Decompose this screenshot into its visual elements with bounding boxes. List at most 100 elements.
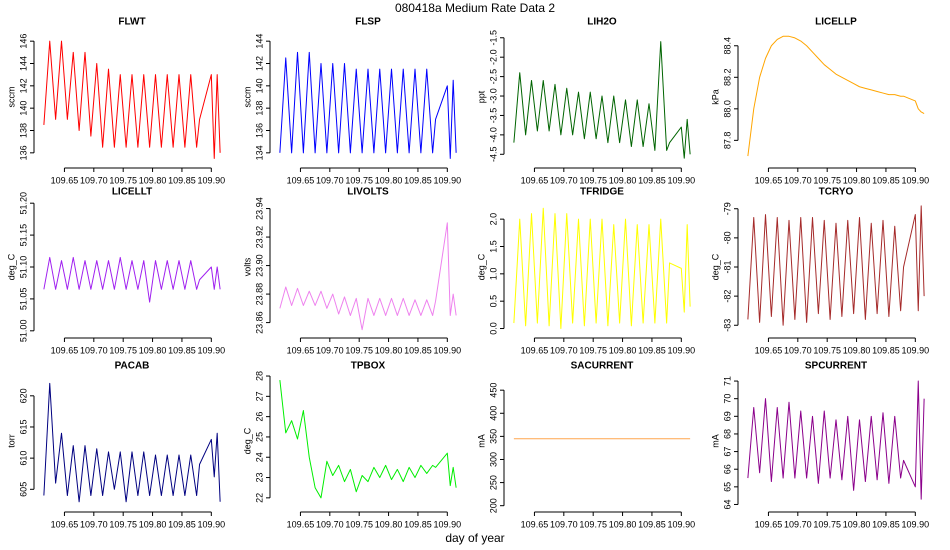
y-tick-label: 140 [18, 101, 28, 116]
y-tick-label: 23.92 [254, 226, 264, 249]
series-line [513, 207, 691, 330]
y-tick-label: 138 [18, 123, 28, 138]
y-tick-label: -2.0 [488, 49, 498, 65]
x-tick-label: 109.90 [902, 519, 930, 529]
x-tick-label: 109.65 [521, 345, 549, 355]
x-tick-label: 109.65 [521, 519, 549, 529]
x-tick-label: 109.75 [109, 345, 137, 355]
x-tick-label: 109.65 [755, 519, 783, 529]
x-tick-label: 109.85 [638, 175, 666, 185]
series-line [43, 256, 221, 303]
y-axis-label: deg_C [242, 427, 252, 454]
y-tick-label: 450 [488, 383, 498, 398]
x-tick-label: 109.85 [872, 519, 900, 529]
x-tick-label: 109.80 [375, 519, 403, 529]
y-tick-label: 136 [18, 145, 28, 160]
y-tick-label: 23 [254, 473, 264, 483]
series-line [747, 35, 925, 157]
y-tick-label: 142 [18, 78, 28, 93]
x-tick-label: 109.65 [521, 175, 549, 185]
y-tick-label: 2.0 [488, 213, 498, 226]
x-tick-label: 109.80 [843, 175, 871, 185]
y-tick-label: 27 [254, 391, 264, 401]
y-tick-label: 69 [722, 411, 732, 421]
panel-title: PACAB [115, 361, 150, 372]
x-tick-label: 109.75 [345, 519, 373, 529]
y-tick-label: 25 [254, 432, 264, 442]
y-tick-label: -82 [722, 290, 732, 303]
y-axis-label: volts [242, 257, 252, 276]
y-tick-label: 615 [18, 419, 28, 434]
x-tick-label: 109.85 [404, 519, 432, 529]
y-tick-label: 51.00 [18, 320, 28, 343]
x-tick-label: 109.70 [784, 175, 812, 185]
x-tick-label: 109.80 [139, 345, 167, 355]
x-tick-label: 109.65 [287, 175, 315, 185]
x-tick-label: 109.75 [109, 519, 137, 529]
y-axis-label: sccm [6, 87, 16, 108]
y-tick-label: 51.05 [18, 288, 28, 311]
x-tick-label: 109.80 [843, 345, 871, 355]
y-tick-label: 88.4 [722, 37, 732, 55]
y-tick-label: 64 [722, 499, 732, 509]
x-tick-label: 109.85 [168, 175, 196, 185]
x-tick-label: 109.80 [139, 519, 167, 529]
y-tick-label: 136 [254, 123, 264, 138]
y-tick-label: -3.5 [488, 108, 498, 124]
x-tick-label: 109.85 [404, 345, 432, 355]
y-tick-label: 28 [254, 371, 264, 381]
y-tick-label: -2.5 [488, 69, 498, 85]
panel-title: LIH2O [587, 17, 617, 28]
series-line [747, 380, 925, 500]
y-tick-label: 0.5 [488, 295, 498, 308]
y-tick-label: 26 [254, 412, 264, 422]
y-tick-label: 51.10 [18, 256, 28, 279]
x-tick-label: 109.75 [813, 175, 841, 185]
y-axis-label: sccm [242, 87, 252, 108]
y-tick-label: 23.90 [254, 254, 264, 277]
y-tick-label: -4.5 [488, 147, 498, 163]
x-tick-label: 109.70 [80, 345, 108, 355]
panel-title: LICELLT [112, 187, 152, 198]
x-tick-label: 109.70 [550, 345, 578, 355]
y-tick-label: 605 [18, 482, 28, 497]
x-tick-label: 109.80 [609, 345, 637, 355]
x-tick-label: 109.70 [80, 519, 108, 529]
y-tick-label: 87.8 [722, 132, 732, 150]
y-tick-label: 300 [488, 452, 498, 467]
y-tick-label: -4.0 [488, 127, 498, 143]
page-title: 080418a Medium Rate Data 2 [395, 1, 555, 15]
y-tick-label: -79 [722, 202, 732, 215]
x-tick-label: 109.90 [668, 519, 696, 529]
panel-title: SPCURRENT [805, 361, 867, 372]
panel-title: LIVOLTS [347, 187, 389, 198]
x-tick-label: 109.65 [755, 345, 783, 355]
series-line [747, 205, 925, 326]
y-tick-label: 23.94 [254, 197, 264, 220]
y-axis-label: deg_C [6, 253, 16, 280]
y-tick-label: 66 [722, 464, 732, 474]
y-tick-label: 51.15 [18, 224, 28, 247]
y-axis-label: kPa [710, 89, 720, 105]
x-tick-label: 109.80 [139, 175, 167, 185]
y-tick-label: 51.20 [18, 192, 28, 215]
series-line [279, 222, 457, 331]
x-tick-label: 109.90 [434, 345, 462, 355]
x-tick-label: 109.90 [668, 175, 696, 185]
y-tick-label: 23.88 [254, 283, 264, 306]
panel-title: LICELLP [815, 17, 857, 28]
x-tick-label: 109.65 [287, 519, 315, 529]
y-tick-label: 88.2 [722, 69, 732, 87]
x-tick-label: 109.90 [668, 345, 696, 355]
y-tick-label: -83 [722, 319, 732, 332]
y-tick-label: 142 [254, 56, 264, 71]
series-line [279, 51, 457, 159]
y-tick-label: 610 [18, 451, 28, 466]
series-line [279, 380, 457, 499]
x-tick-label: 109.85 [638, 519, 666, 529]
x-tick-label: 109.80 [609, 175, 637, 185]
panel-title: FLSP [355, 17, 381, 28]
x-tick-label: 109.75 [345, 345, 373, 355]
x-tick-label: 109.75 [579, 345, 607, 355]
